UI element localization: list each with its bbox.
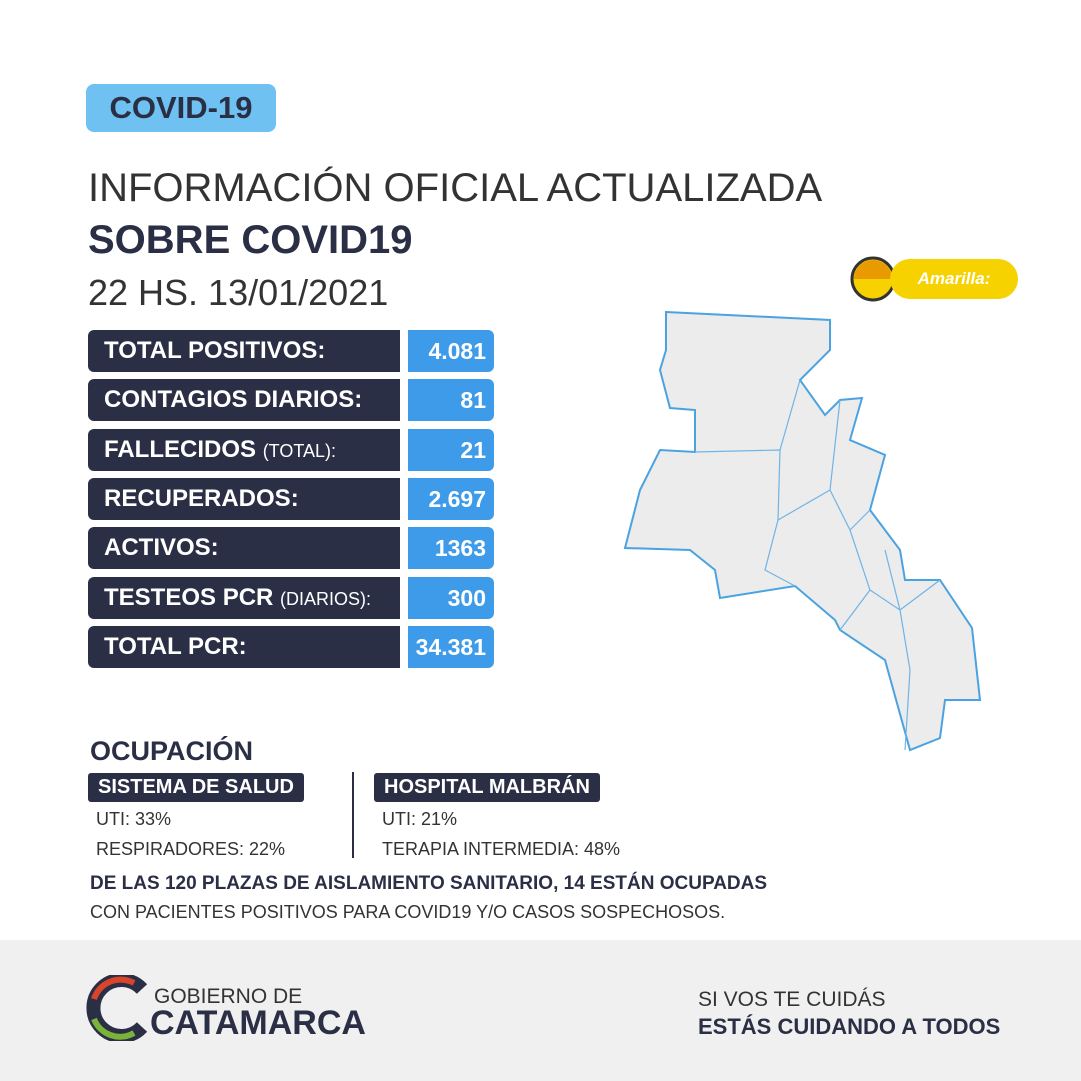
stat-value: 4.081: [408, 330, 494, 372]
stat-label: CONTAGIOS DIARIOS:: [104, 386, 363, 414]
divider: [352, 772, 354, 858]
section-item: TERAPIA INTERMEDIA: 48%: [382, 839, 621, 859]
footer: [0, 940, 1081, 1081]
departments: [694, 379, 941, 751]
stat-value: 34.381: [408, 625, 494, 668]
section-item: RESPIRADORES: 22%: [96, 839, 286, 859]
slogan1: SI VOS TE CUIDÁS: [698, 988, 886, 1011]
logo-top: GOBIERNO DE: [154, 985, 303, 1008]
stat-value: 300: [408, 576, 494, 619]
stat-value: 1363: [408, 527, 494, 570]
stat-label: RECUPERADOS:: [104, 484, 299, 512]
logo-bottom: CATAMARCA: [150, 1004, 366, 1042]
stat-label-box: TESTEOS PCR (DIARIOS):: [88, 576, 400, 619]
stat-label-box: ACTIVOS:: [88, 527, 400, 570]
section-title: SISTEMA DE SALUD: [88, 773, 304, 802]
legend-label: Amarilla:: [917, 269, 991, 288]
province: [623, 310, 982, 752]
stat-label-box: TOTAL POSITIVOS:: [88, 330, 400, 372]
slogan2: ESTÁS CUIDANDO A TODOS: [698, 1014, 1001, 1039]
logo-mark: [86, 975, 148, 1041]
stat-label-box: RECUPERADOS:: [88, 477, 400, 520]
section-item: UTI: 33%: [96, 809, 172, 829]
section-title: HOSPITAL MALBRÁN: [374, 773, 600, 802]
stat-label-box: CONTAGIOS DIARIOS:: [88, 379, 400, 422]
note: CON PACIENTES POSITIVOS PARA COVID19 Y/O…: [90, 902, 726, 922]
stat-value: 21: [408, 428, 494, 471]
stat-note: (DIARIOS):: [280, 588, 372, 609]
stat-value: 2.697: [408, 477, 494, 520]
section-item: UTI: 21%: [382, 809, 458, 829]
legend-icon-shade: [854, 260, 892, 279]
stat-label: TOTAL PCR:: [104, 632, 247, 660]
stat-label-box: FALLECIDOS (TOTAL):: [88, 428, 400, 471]
occupation-title: OCUPACIÓN: [90, 736, 254, 766]
legend-pill: [890, 259, 1018, 299]
badge: COVID-19: [86, 84, 276, 132]
title-line2: SOBRE COVID19: [88, 218, 413, 262]
map: [623, 256, 1018, 752]
stat-label: FALLECIDOS: [104, 435, 257, 463]
stat-label: TOTAL POSITIVOS:: [104, 337, 326, 364]
stat-note: (TOTAL):: [262, 440, 337, 461]
date: 22 HS. 13/01/2021: [88, 272, 389, 313]
stat-label: ACTIVOS:: [104, 534, 219, 562]
note-bold: DE LAS 120 PLAZAS DE AISLAMIENTO SANITAR…: [90, 873, 768, 894]
stat-value: 81: [408, 379, 494, 422]
stat-label: TESTEOS PCR: [104, 583, 274, 611]
stat-label-box: TOTAL PCR:: [88, 625, 400, 668]
title-line1: INFORMACIÓN OFICIAL ACTUALIZADA: [88, 166, 823, 210]
